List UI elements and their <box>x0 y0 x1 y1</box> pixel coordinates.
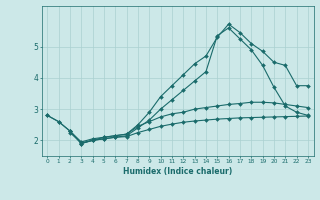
X-axis label: Humidex (Indice chaleur): Humidex (Indice chaleur) <box>123 167 232 176</box>
